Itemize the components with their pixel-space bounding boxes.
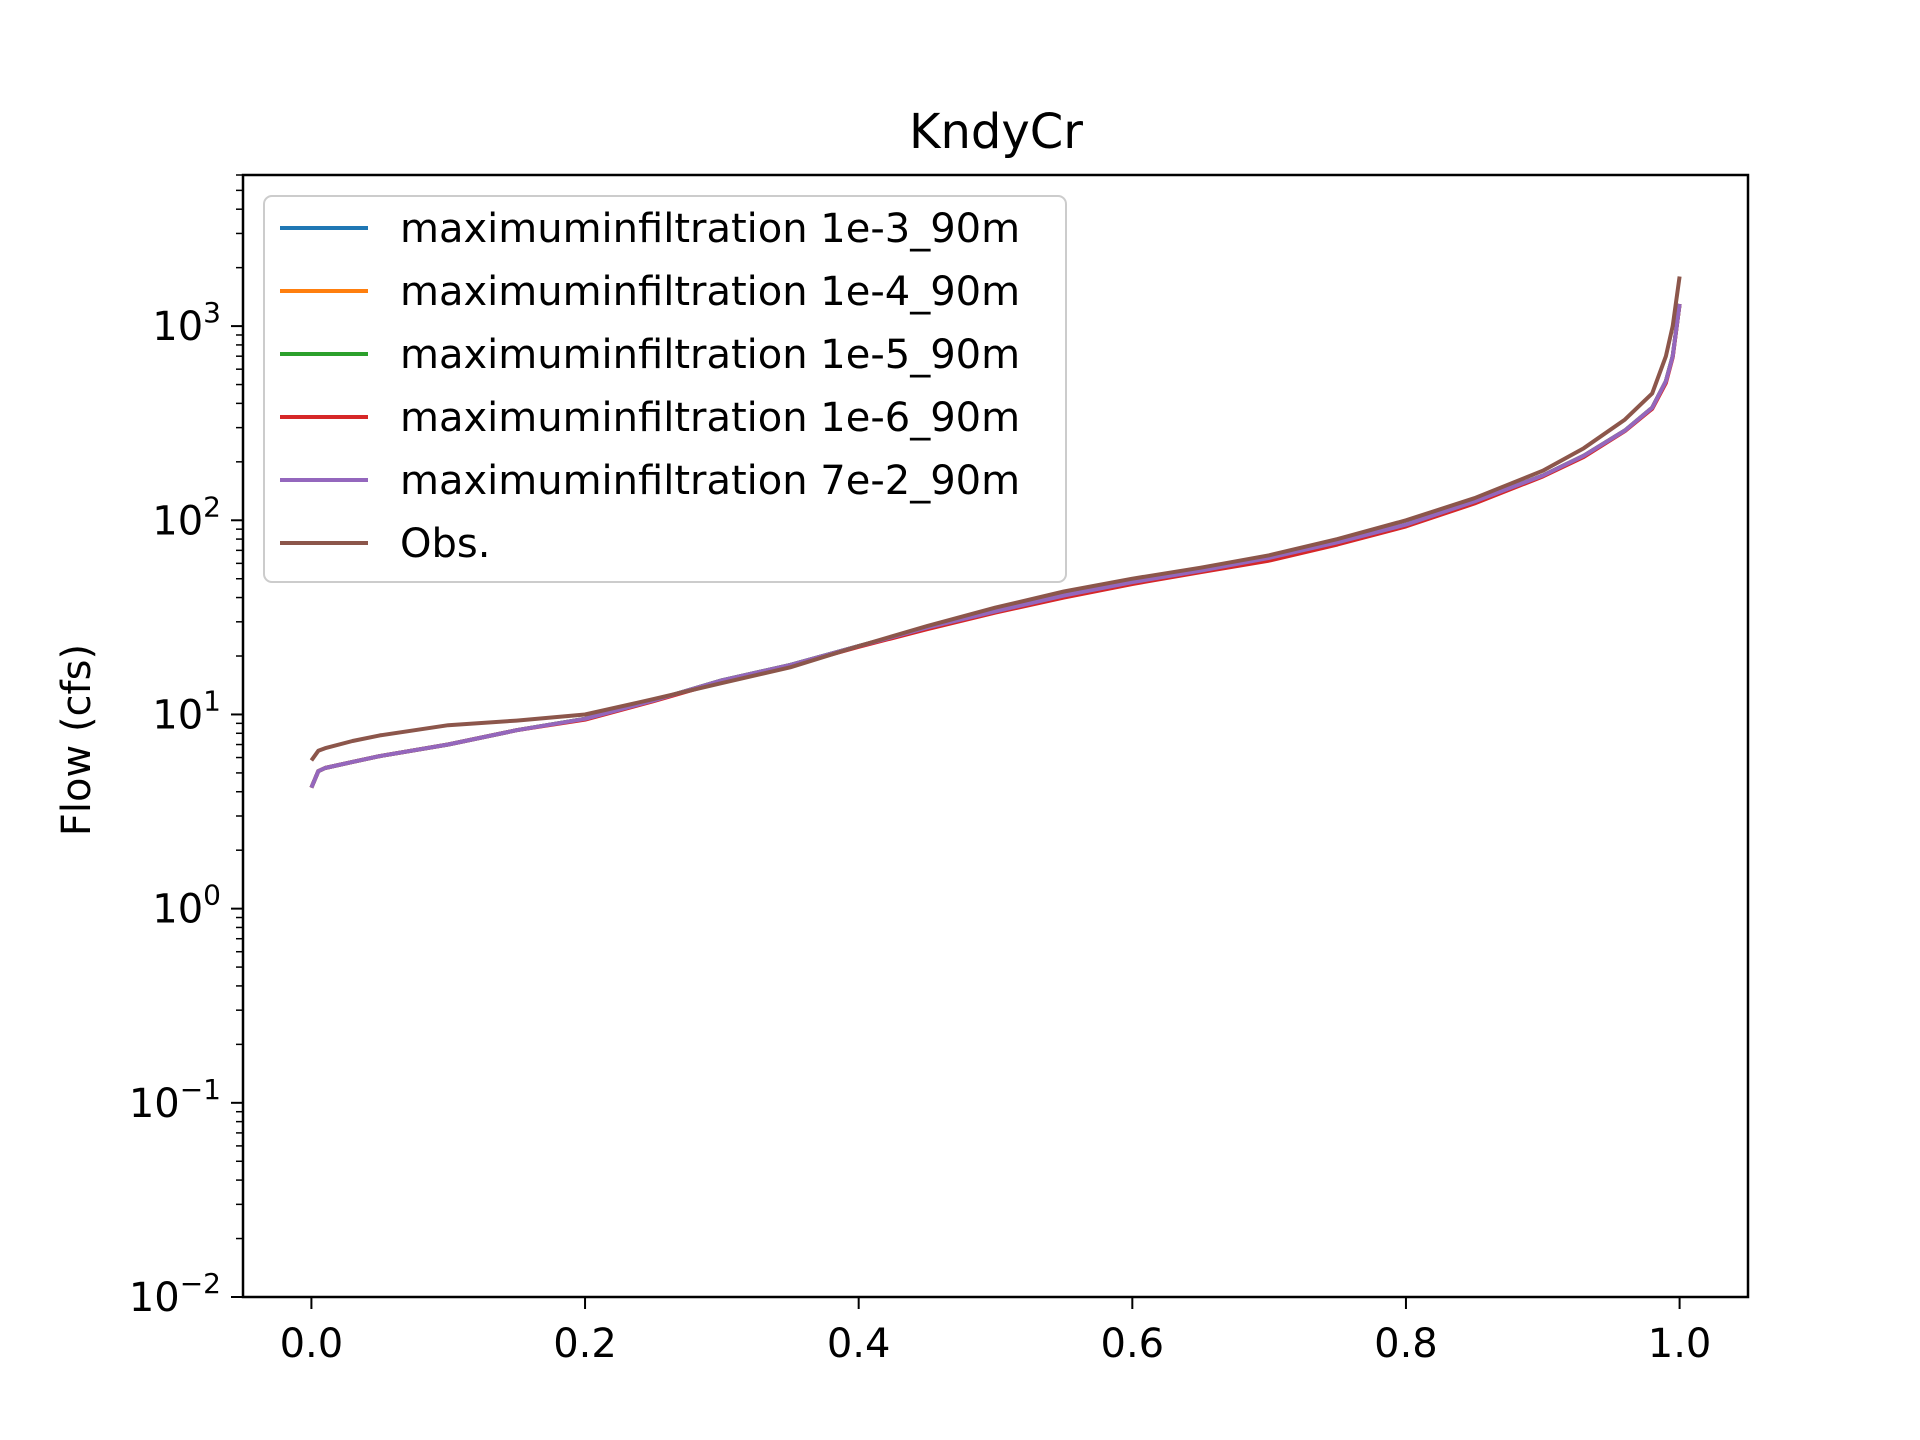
y-tick-label-4: 102 bbox=[152, 490, 221, 544]
axes: 0.0 0.2 0.4 0.6 0.8 1.0 10−2 10−1 100 101 102 103 bbox=[129, 173, 1750, 1367]
series-line-4 bbox=[309, 303, 1682, 789]
y-minor-ticks bbox=[236, 174, 243, 1240]
x-tick-label-4: 0.8 bbox=[1374, 1321, 1438, 1367]
x-tick-label-3: 0.6 bbox=[1101, 1321, 1165, 1367]
plot-area bbox=[309, 276, 1682, 789]
series-line-5 bbox=[309, 276, 1682, 762]
y-tick-label-1: 10−1 bbox=[129, 1073, 221, 1127]
y-tick-label-0: 10−2 bbox=[129, 1267, 221, 1321]
y-tick-label-3: 101 bbox=[152, 684, 221, 738]
series-group bbox=[309, 276, 1682, 789]
x-tick-label-2: 0.4 bbox=[827, 1321, 891, 1367]
legend-box bbox=[263, 195, 1067, 583]
x-tick-label-0: 0.0 bbox=[280, 1321, 344, 1367]
legend-label-4: maximuminfiltration 7e-2_90m bbox=[400, 458, 1020, 504]
legend-label-1: maximuminfiltration 1e-4_90m bbox=[400, 269, 1020, 315]
legend-label-3: maximuminfiltration 1e-6_90m bbox=[400, 395, 1020, 441]
y-tick-label-2: 100 bbox=[152, 879, 221, 933]
y-tick-label-5: 103 bbox=[152, 296, 221, 350]
legend-label-5: Obs. bbox=[400, 521, 490, 567]
legend-label-0: maximuminfiltration 1e-3_90m bbox=[400, 206, 1020, 252]
x-tick-label-5: 1.0 bbox=[1648, 1321, 1712, 1367]
legend-label-2: maximuminfiltration 1e-5_90m bbox=[400, 332, 1020, 378]
y-axis-label: Flow (cfs) bbox=[54, 644, 100, 836]
plot-frame bbox=[241, 173, 1750, 1299]
x-tick-label-1: 0.2 bbox=[553, 1321, 617, 1367]
legend: maximuminfiltration 1e-3_90m maximuminfil… bbox=[263, 195, 1067, 583]
chart-title: KndyCr bbox=[909, 104, 1083, 160]
